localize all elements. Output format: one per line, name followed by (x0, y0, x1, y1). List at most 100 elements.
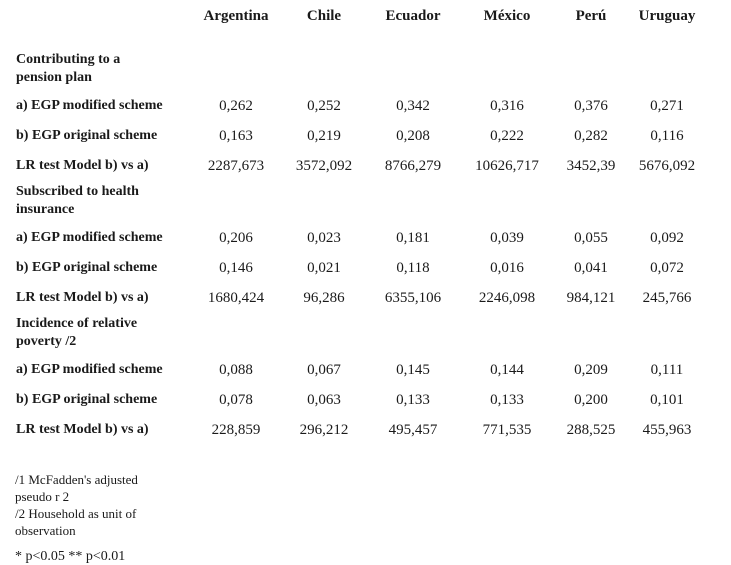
empty-cell (459, 313, 555, 355)
row-label: b) EGP original scheme (16, 128, 158, 143)
column-header-argentina: Argentina (203, 8, 269, 24)
column-header-ecuador: Ecuador (385, 8, 441, 24)
empty-cell (367, 49, 459, 91)
value-cell: 0,208 (396, 127, 430, 144)
value-cell: 984,121 (566, 289, 616, 306)
header-row: Argentina Chile Ecuador México Perú Uruguay (15, 4, 707, 49)
value-cell: 6355,106 (384, 289, 442, 306)
table-row: a) EGP modified scheme 0,088 0,067 0,145 0,1… (15, 355, 707, 385)
table-row: b) EGP original scheme 0,163 0,219 0,208 0,2… (15, 121, 707, 151)
value-cell: 0,088 (219, 361, 253, 378)
value-cell: 0,209 (574, 361, 608, 378)
table-row: b) EGP original scheme 0,078 0,063 0,133 0,1… (15, 385, 707, 415)
value-cell: 771,535 (482, 421, 532, 438)
value-cell: 2287,673 (207, 157, 265, 174)
value-cell: 0,282 (574, 127, 608, 144)
value-cell: 0,222 (490, 127, 524, 144)
value-cell: 288,525 (566, 421, 616, 438)
value-cell: 0,116 (650, 127, 684, 144)
value-cell: 5676,092 (638, 157, 696, 174)
empty-cell (367, 181, 459, 223)
value-cell: 0,078 (219, 391, 253, 408)
empty-cell (555, 181, 627, 223)
value-cell: 2246,098 (478, 289, 536, 306)
row-label: LR test Model b) vs a) (16, 158, 149, 173)
column-header-uruguay: Uruguay (638, 8, 696, 24)
column-header-mexico: México (483, 8, 531, 24)
empty-cell (555, 313, 627, 355)
table-row: LR test Model b) vs a) 2287,673 3572,092 87… (15, 151, 707, 181)
empty-cell (627, 181, 707, 223)
value-cell: 0,271 (650, 97, 684, 114)
value-cell: 3452,39 (566, 157, 616, 174)
footnotes: /1 McFadden's adjusted pseudo r 2 /2 Hou… (15, 471, 721, 565)
value-cell: 0,111 (650, 361, 684, 378)
value-cell: 3572,092 (295, 157, 353, 174)
section-title: Subscribed to health insurance (16, 184, 139, 218)
value-cell: 0,092 (650, 229, 684, 246)
value-cell: 0,144 (490, 361, 524, 378)
value-cell: 0,146 (219, 259, 253, 276)
value-cell: 0,342 (396, 97, 430, 114)
value-cell: 0,067 (307, 361, 341, 378)
section-title: Contributing to a pension plan (16, 52, 121, 86)
row-label: a) EGP modified scheme (16, 362, 163, 377)
value-cell: 0,200 (574, 391, 608, 408)
empty-cell (281, 181, 367, 223)
value-cell: 0,181 (396, 229, 430, 246)
value-cell: 0,041 (574, 259, 608, 276)
section-row-subscribed-to-health-insurance: Subscribed to health insurance (15, 181, 707, 223)
empty-cell (191, 181, 281, 223)
empty-cell (281, 313, 367, 355)
table-row: a) EGP modified scheme 0,206 0,023 0,181 0,0… (15, 223, 707, 253)
value-cell: 0,072 (650, 259, 684, 276)
empty-cell (555, 49, 627, 91)
row-label: b) EGP original scheme (16, 260, 158, 275)
value-cell: 0,145 (396, 361, 430, 378)
value-cell: 0,021 (307, 259, 341, 276)
empty-cell (627, 49, 707, 91)
value-cell: 0,316 (490, 97, 524, 114)
value-cell: 0,252 (307, 97, 341, 114)
value-cell: 245,766 (642, 289, 692, 306)
empty-cell (627, 313, 707, 355)
table-row: LR test Model b) vs a) 1680,424 96,286 6355… (15, 283, 707, 313)
value-cell: 455,963 (642, 421, 692, 438)
value-cell: 0,376 (574, 97, 608, 114)
section-row-contributing-to-a-pension-plan: Contributing to a pension plan (15, 49, 707, 91)
empty-cell (459, 49, 555, 91)
value-cell: 228,859 (211, 421, 261, 438)
row-label: a) EGP modified scheme (16, 230, 163, 245)
footnote-2: /2 Household as unit of observation (15, 506, 137, 539)
value-cell: 0,206 (219, 229, 253, 246)
value-cell: 0,133 (396, 391, 430, 408)
row-label: LR test Model b) vs a) (16, 422, 149, 437)
value-cell: 0,163 (219, 127, 253, 144)
value-cell: 0,118 (396, 259, 430, 276)
value-cell: 0,133 (490, 391, 524, 408)
value-cell: 0,055 (574, 229, 608, 246)
value-cell: 0,016 (490, 259, 524, 276)
column-header-chile: Chile (306, 8, 342, 24)
column-header-peru: Perú (575, 8, 607, 24)
value-cell: 0,039 (490, 229, 524, 246)
row-label: b) EGP original scheme (16, 392, 158, 407)
empty-cell (191, 49, 281, 91)
value-cell: 10626,717 (475, 157, 539, 174)
corner-cell (15, 4, 191, 49)
value-cell: 495,457 (388, 421, 438, 438)
value-cell: 0,023 (307, 229, 341, 246)
table-row: LR test Model b) vs a) 228,859 296,212 495,… (15, 415, 707, 445)
empty-cell (459, 181, 555, 223)
value-cell: 1680,424 (207, 289, 265, 306)
value-cell: 8766,279 (384, 157, 442, 174)
value-cell: 0,219 (307, 127, 341, 144)
table-row: a) EGP modified scheme 0,262 0,252 0,342 0,3… (15, 91, 707, 121)
table-row: b) EGP original scheme 0,146 0,021 0,118 0,0… (15, 253, 707, 283)
value-cell: 0,262 (219, 97, 253, 114)
results-table: Argentina Chile Ecuador México Perú Uruguay C… (15, 4, 707, 445)
value-cell: 0,101 (650, 391, 684, 408)
section-title: Incidence of relative poverty /2 (16, 316, 138, 350)
row-label: a) EGP modified scheme (16, 98, 163, 113)
